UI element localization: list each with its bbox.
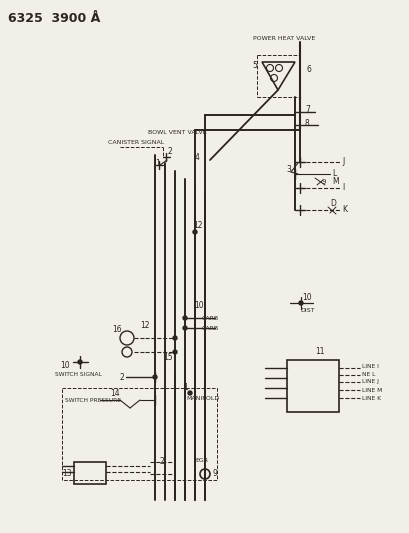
- Circle shape: [182, 316, 187, 320]
- Text: 12: 12: [193, 221, 202, 230]
- Text: POWER HEAT VALVE: POWER HEAT VALVE: [252, 36, 315, 41]
- Text: 5: 5: [252, 61, 256, 69]
- Text: 8: 8: [304, 118, 309, 127]
- Text: LINE M: LINE M: [361, 387, 381, 392]
- Text: 4: 4: [195, 154, 200, 163]
- Text: SWITCH PRESSURE: SWITCH PRESSURE: [65, 398, 121, 402]
- Text: DIST: DIST: [299, 308, 314, 312]
- Text: LINE J: LINE J: [361, 379, 378, 384]
- Text: 7: 7: [304, 106, 309, 115]
- Text: 2: 2: [168, 148, 172, 157]
- Text: 10: 10: [60, 360, 70, 369]
- Text: 1: 1: [155, 158, 160, 167]
- Bar: [286, 360, 338, 412]
- Text: 2: 2: [160, 457, 164, 466]
- Text: BOWL VENT VALVE: BOWL VENT VALVE: [148, 130, 206, 134]
- Text: L: L: [331, 169, 335, 179]
- Text: CANISTER SIGNAL: CANISTER SIGNAL: [108, 141, 164, 146]
- Text: 10: 10: [301, 294, 311, 303]
- Bar: [74, 462, 106, 484]
- Text: 13: 13: [62, 470, 72, 479]
- Circle shape: [193, 230, 196, 234]
- Text: J: J: [341, 157, 344, 166]
- Circle shape: [182, 326, 187, 330]
- Text: EGR: EGR: [195, 457, 207, 463]
- Text: M: M: [331, 177, 338, 187]
- Text: 12: 12: [139, 321, 149, 330]
- Text: 9: 9: [213, 470, 217, 479]
- Text: 9: 9: [321, 179, 326, 185]
- Text: 6: 6: [306, 66, 311, 75]
- Circle shape: [298, 301, 302, 305]
- Text: MANIFOLD: MANIFOLD: [186, 395, 219, 400]
- Text: CARB: CARB: [202, 326, 218, 330]
- Text: I: I: [341, 183, 344, 192]
- Text: K: K: [341, 206, 346, 214]
- Text: CARB: CARB: [202, 316, 218, 320]
- Circle shape: [78, 360, 82, 364]
- Text: SWITCH SIGNAL: SWITCH SIGNAL: [55, 373, 101, 377]
- Text: D: D: [329, 198, 335, 207]
- Circle shape: [188, 391, 191, 395]
- Text: 16: 16: [112, 326, 121, 335]
- Text: 10: 10: [193, 301, 203, 310]
- Text: LINE K: LINE K: [361, 395, 380, 400]
- Text: 1: 1: [182, 384, 187, 392]
- Circle shape: [173, 350, 177, 354]
- Circle shape: [153, 375, 157, 379]
- Bar: [62, 388, 216, 480]
- Text: LINE I: LINE I: [361, 365, 378, 369]
- Text: 2: 2: [120, 373, 124, 382]
- Text: 14: 14: [110, 389, 119, 398]
- Text: 15: 15: [163, 352, 172, 361]
- Circle shape: [173, 336, 177, 340]
- Text: 3: 3: [285, 166, 290, 174]
- Text: 11: 11: [314, 348, 324, 357]
- Text: 6325  3900 Å: 6325 3900 Å: [8, 12, 100, 25]
- Text: NE L: NE L: [361, 373, 375, 377]
